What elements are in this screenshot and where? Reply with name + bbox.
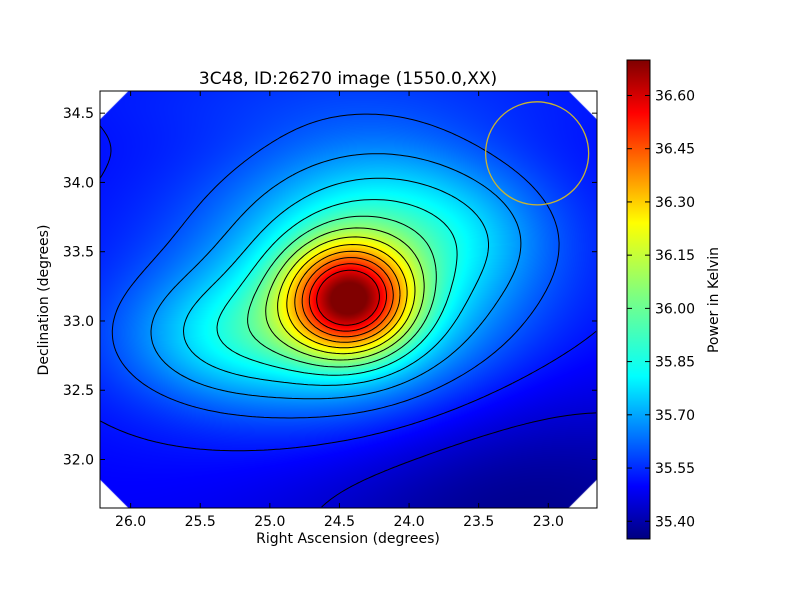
colorbar-tick-label: 36.45 [655, 142, 695, 158]
colorbar-tick-label: 35.85 [655, 355, 695, 371]
contour-line [183, 177, 489, 386]
x-tick-label: 25.0 [254, 514, 285, 530]
contour-line [321, 412, 597, 508]
contour-line [216, 199, 458, 376]
x-tick-label: 26.0 [115, 514, 146, 530]
colorbar-tick-label: 35.40 [655, 514, 695, 530]
y-axis-ticks: 32.0 32.5 33.0 33.5 34.0 34.5 [63, 106, 597, 469]
colorbar-tick-label: 36.00 [655, 301, 695, 317]
y-tick-label: 34.5 [63, 106, 94, 122]
heatmap-foreign [100, 91, 597, 508]
x-tick-label: 25.5 [185, 514, 216, 530]
x-tick-label: 23.0 [533, 514, 564, 530]
y-axis-label: Declination (degrees) [36, 225, 52, 376]
beam-circle [484, 101, 590, 206]
contour-line [286, 244, 408, 349]
y-tick-label: 32.5 [63, 383, 94, 399]
colorbar-label: Power in Kelvin [706, 247, 722, 353]
contour-line [316, 269, 380, 326]
contour-line [265, 227, 425, 361]
x-axis-ticks: 26.0 25.5 25.0 24.5 24.0 23.5 23.0 [115, 91, 564, 530]
contour-line [111, 113, 560, 419]
y-tick-label: 33.0 [63, 314, 94, 330]
contour-line [294, 250, 401, 343]
contour-line [247, 215, 437, 368]
x-tick-label: 23.5 [463, 514, 494, 530]
colorbar [626, 59, 651, 540]
contour-line [308, 263, 387, 332]
x-tick-label: 24.0 [393, 514, 424, 530]
colorbar-tick-label: 35.70 [655, 408, 695, 424]
heatmap-image [100, 91, 597, 508]
colorbar-tick-label: 35.55 [655, 461, 695, 477]
colorbar-tick-label: 36.30 [655, 195, 695, 211]
y-tick-label: 32.0 [63, 453, 94, 469]
contour-line [150, 153, 522, 400]
y-tick-label: 33.5 [63, 245, 94, 261]
colorbar-tick-label: 36.15 [655, 248, 695, 264]
contour-line [277, 236, 416, 355]
colorbar-ticks: 35.40 35.55 35.70 35.85 36.00 36.15 36.30 36.45… [627, 88, 695, 530]
contour-lines [100, 113, 597, 508]
x-axis-label: Right Ascension (degrees) [256, 531, 440, 547]
contour-line [301, 257, 394, 338]
colorbar-tick-label: 36.60 [655, 88, 695, 104]
x-tick-label: 24.5 [324, 514, 355, 530]
plot-frame [99, 90, 598, 509]
chart-title: 3C48, ID:26270 image (1550.0,XX) [199, 69, 497, 89]
y-tick-label: 34.0 [63, 175, 94, 191]
